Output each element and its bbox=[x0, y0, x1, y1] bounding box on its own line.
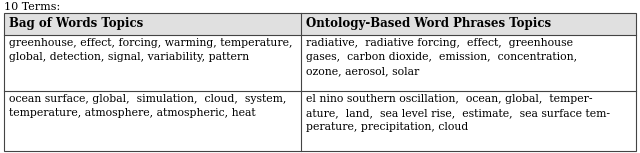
Text: el nino southern oscillation,  ocean, global,  temper-
ature,  land,  sea level : el nino southern oscillation, ocean, glo… bbox=[306, 94, 610, 132]
Text: radiative,  radiative forcing,  effect,  greenhouse
gases,  carbon dioxide,  emi: radiative, radiative forcing, effect, gr… bbox=[306, 38, 577, 76]
Text: greenhouse, effect, forcing, warming, temperature,
global, detection, signal, va: greenhouse, effect, forcing, warming, te… bbox=[9, 38, 292, 62]
Text: Ontology-Based Word Phrases Topics: Ontology-Based Word Phrases Topics bbox=[306, 17, 551, 30]
Text: 10 Terms:: 10 Terms: bbox=[4, 2, 60, 12]
Text: Bag of Words Topics: Bag of Words Topics bbox=[9, 17, 143, 30]
Bar bbox=[4, 13, 636, 35]
Text: ocean surface, global,  simulation,  cloud,  system,
temperature, atmosphere, at: ocean surface, global, simulation, cloud… bbox=[9, 94, 286, 118]
